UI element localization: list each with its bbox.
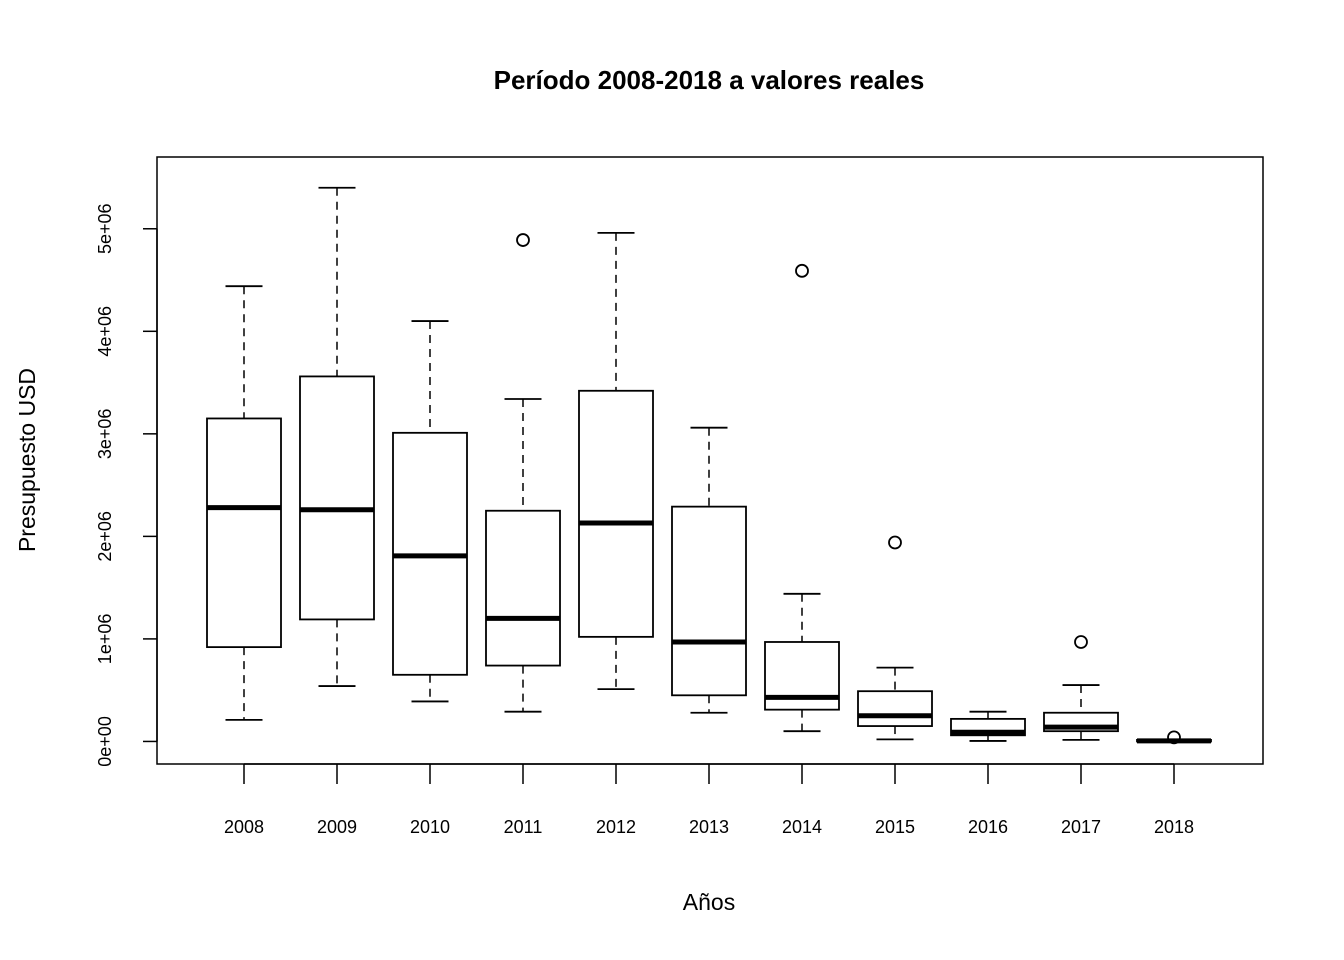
x-tick-label: 2008 <box>224 817 264 837</box>
box-iqr <box>299 375 375 621</box>
box-2008 <box>206 285 282 721</box>
x-tick-label: 2015 <box>875 817 915 837</box>
x-tick-label: 2012 <box>596 817 636 837</box>
y-tick-label: 5e+06 <box>95 203 115 254</box>
y-tick-label: 0e+00 <box>95 716 115 767</box>
box-2017 <box>1043 635 1119 741</box>
box-2009 <box>299 186 375 687</box>
y-tick-label: 2e+06 <box>95 511 115 562</box>
box-2014 <box>764 263 840 733</box>
x-tick-label: 2009 <box>317 817 357 837</box>
y-axis-label: Presupuesto USD <box>14 368 40 552</box>
x-tick-label: 2014 <box>782 817 822 837</box>
y-axis: 0e+00 1e+06 2e+06 3e+06 4e+06 5e+06 <box>95 203 158 767</box>
box-2012 <box>578 231 654 691</box>
box-2011 <box>485 233 561 713</box>
box-iqr <box>671 505 747 697</box>
box-iqr <box>485 509 561 667</box>
box-iqr <box>578 389 654 638</box>
x-axis-label: Años <box>683 889 735 915</box>
box-iqr <box>206 417 282 649</box>
box-2018 <box>1136 730 1212 745</box>
outlier-point <box>1074 635 1088 649</box>
x-tick-label: 2016 <box>968 817 1008 837</box>
box-iqr <box>857 690 933 727</box>
x-tick-label: 2011 <box>504 817 543 837</box>
outlier-point <box>795 263 809 278</box>
box-2013 <box>671 426 747 714</box>
x-tick-label: 2017 <box>1061 817 1101 837</box>
chart-title: Período 2008-2018 a valores reales <box>494 65 925 95</box>
box-2010 <box>392 320 468 703</box>
x-axis: 2008 2009 2010 2011 2012 2013 2014 2015 2016 2017… <box>224 763 1194 837</box>
y-tick-label: 3e+06 <box>95 409 115 460</box>
outlier-point <box>888 535 902 550</box>
outlier-point <box>1167 730 1181 745</box>
x-tick-label: 2018 <box>1154 817 1194 837</box>
y-tick-label: 1e+06 <box>95 614 115 665</box>
x-tick-label: 2010 <box>410 817 450 837</box>
boxes-group <box>206 186 1212 745</box>
x-tick-label: 2013 <box>689 817 729 837</box>
outlier-point <box>516 233 530 247</box>
y-tick-label: 4e+06 <box>95 306 115 357</box>
box-2015 <box>857 535 933 741</box>
box-2016 <box>950 710 1026 742</box>
